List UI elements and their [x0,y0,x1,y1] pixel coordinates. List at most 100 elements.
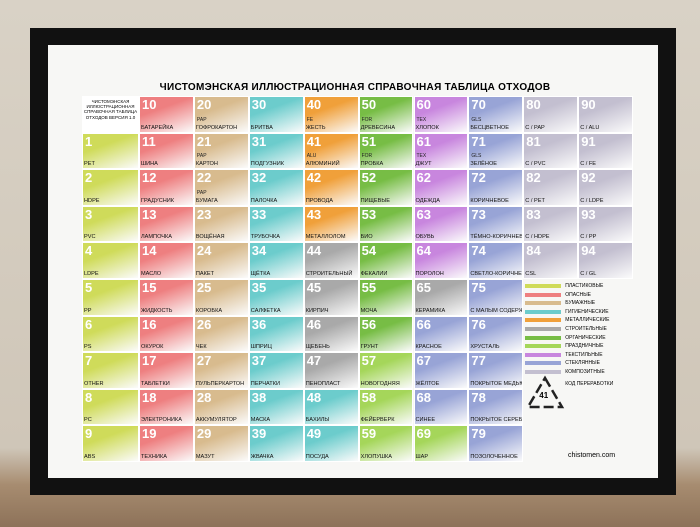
cell-name: С МАЛЫМ СОДЕРЖАНИЕМ СВИНЦА [470,307,522,314]
waste-cell: 45 КИРПИЧ [303,279,359,316]
cell-code: 41 [306,133,322,149]
cell-code: 38 [251,389,267,405]
cell-code: 82 [526,170,541,186]
cell-name: ПУЛЬПЕРКАРТОН [195,380,245,387]
cell-code: 64 [416,243,431,259]
cell-code: 58 [361,389,377,405]
cell-code: 30 [251,97,267,112]
waste-cell: 56 ГРУНТ [358,315,414,353]
waste-cell: 29 МАЗУТ [193,425,249,462]
waste-cell: 78 ПОКРЫТОЕ СЕРЕБРОМ [468,388,524,426]
legend-label: ОРГАНИЧЕСКИЕ [565,334,606,341]
cell-name: ПИЩЕВЫЕ [360,197,391,204]
waste-cell: 92 C / LDPE [578,169,634,206]
cell-name: OTHER [84,380,104,387]
waste-cell: 41 ALU АЛЮМИНИЙ [303,132,359,170]
cell-name: ЭЛЕКТРОНИКА [141,417,182,424]
waste-cell: 7 OTHER [82,352,139,389]
waste-cell: 44 СТРОИТЕЛЬНЫЙ [303,242,359,279]
waste-cell: 18 ЭЛЕКТРОНИКА [139,388,194,426]
title: ЧИСТОМЭНСКАЯ ИЛЛЮСТРАЦИОННАЯ СПРАВОЧНАЯ … [159,82,551,93]
cell-code: 8 [85,389,93,405]
waste-cell: 83 C / HDPE [523,205,579,243]
cell-code: 9 [85,426,93,442]
cell-name: ЩЁТКА [250,270,271,277]
legend-label: БУМАЖНЫЕ [565,300,596,307]
legend-swatch [525,301,562,306]
cell-name: СТРОИТЕЛЬНЫЙ [305,270,353,277]
waste-cell: 72 КОРИЧНЕВОЕ [468,169,524,206]
cell-code: 36 [251,316,267,332]
cell-name: ПЕНОПЛАСТ [305,380,341,387]
waste-cell: 5 PP [82,279,139,316]
waste-cell: 46 ЩЕБЕНЬ [303,315,359,353]
cell-code: 74 [471,243,486,259]
cell-code: 60 [416,97,431,112]
cell-code: 24 [196,243,212,259]
cell-tag: PAP [196,153,207,160]
cell-code: 68 [416,389,431,405]
waste-cell: 4 LDPE [82,242,139,279]
cell-name: C / ALU [580,124,600,131]
cell-name: C / PAP [525,124,545,131]
cell-tag: FE [306,116,314,123]
cell-name: МАСКА [250,417,271,424]
cell-code: 21 [196,133,212,149]
waste-cell: 55 МОЧА [358,279,414,316]
cell-name: ПРОВОДА [305,197,333,204]
waste-cell: 76 ХРУСТАЛЬ [468,315,524,353]
waste-cell: 1 PET [82,132,139,170]
cell-name: ТЕХНИКА [141,453,167,460]
cell-name: САЛФЕТКА [250,307,281,314]
cell-code: 91 [581,133,596,149]
cell-code: 59 [361,426,377,442]
cell-name: МОЧА [360,307,377,314]
legend-label: СТРОИТЕЛЬНЫЕ [565,326,607,332]
waste-cell: 32 ПАЛОЧКА [248,169,304,206]
cell-name: ГОФРОКАРТОН [195,124,238,131]
cell-code: 65 [416,280,431,295]
cell-code: 26 [196,316,212,332]
cell-code: 66 [416,316,431,332]
waste-cell: 69 ШАР [413,425,469,462]
cell-name: LDPE [84,270,99,277]
legend-label: ПРАЗДНИЧНЫЕ [565,343,604,350]
cell-code: 78 [471,389,486,405]
cell-code: 22 [196,170,212,186]
legend-label: ОПАСНЫЕ [565,291,591,298]
cell-name: C / FE [580,161,597,168]
cell-code: 15 [142,280,157,295]
cell-name: ЖВАЧКА [250,453,274,460]
waste-cell: 64 ПОРОЛОН [413,242,469,279]
cell-name: PP [84,307,92,314]
cell-name: ПЕРЧАТКИ [250,380,280,387]
cell-name: ЗЕЛЁНОЕ [470,161,498,168]
cell-name: ХРУСТАЛЬ [470,344,500,351]
cell-name: ТАБЛЕТКИ [141,380,170,387]
cell-code: 48 [306,389,322,405]
cell-name: СВЕТЛО-КОРИЧНЕВОЕ [470,270,522,277]
waste-cell: 15 ЖИДКОСТЬ [139,279,194,316]
cell-code: 5 [85,280,93,295]
waste-cell: 61 TEX ДЖУТ [413,132,469,170]
cell-code: 52 [361,170,377,186]
cell-code: 23 [196,206,212,222]
cell-code: 7 [85,353,93,369]
waste-cell: 3 PVC [82,205,139,243]
cell-name: C / PET [525,197,545,204]
waste-cell: 14 МАСЛО [139,242,194,279]
cell-code: 28 [196,389,212,405]
cell-name: C / PP [580,234,597,241]
waste-cell: 35 САЛФЕТКА [248,279,304,316]
cell-name: C / PVC [525,161,546,168]
waste-cell: 17 ТАБЛЕТКИ [139,352,194,389]
waste-cell: 67 ЖЁЛТОЕ [413,352,469,389]
cell-name: ВОЩЁНАЯ [195,234,225,241]
waste-cell: 26 ЧЕК [193,315,249,353]
waste-cell: 82 C / PET [523,169,579,206]
cell-code: 80 [526,97,541,112]
cell-code: 63 [416,206,431,222]
legend-label: КОМПОЗИТНЫЕ [565,369,605,375]
cell-name: ПОРОЛОН [415,270,444,277]
cell-tag: FOR [361,116,373,123]
